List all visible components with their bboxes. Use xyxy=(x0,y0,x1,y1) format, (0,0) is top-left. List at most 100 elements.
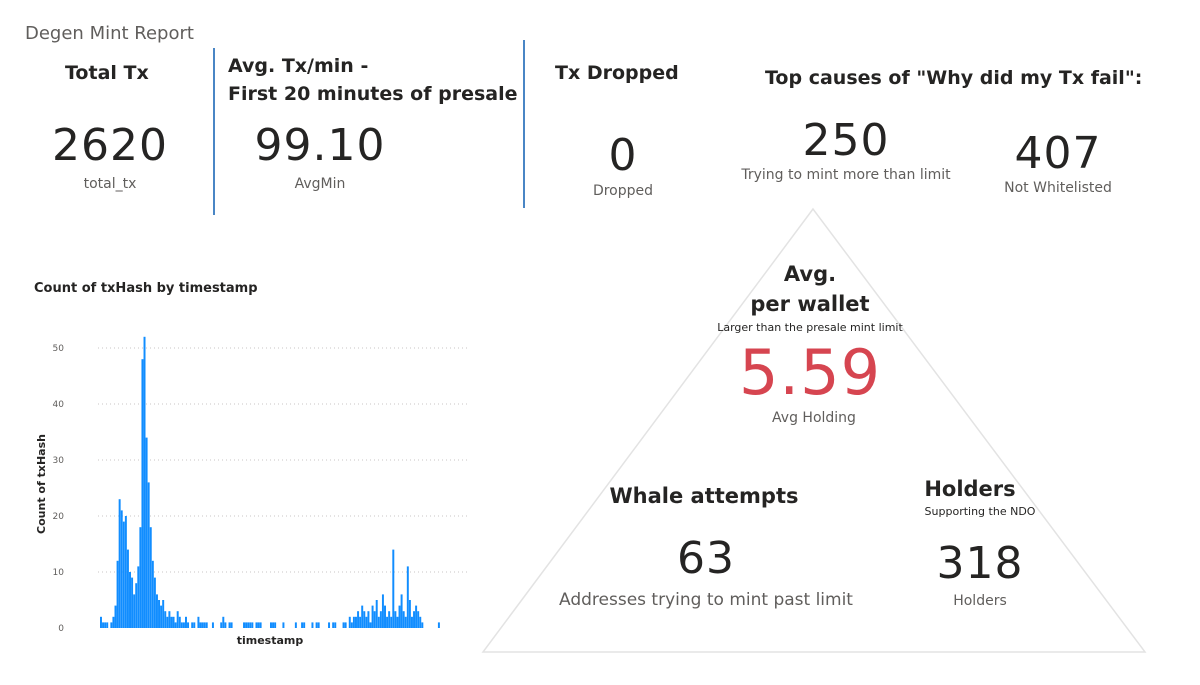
chart-bar[interactable] xyxy=(228,622,231,628)
chart-bar[interactable] xyxy=(255,622,258,628)
chart-bar[interactable] xyxy=(377,616,380,628)
chart-bar[interactable] xyxy=(365,616,368,628)
chart-bar[interactable] xyxy=(369,622,372,628)
chart-bar[interactable] xyxy=(106,622,109,628)
chart-bar[interactable] xyxy=(211,622,214,628)
chart-bar[interactable] xyxy=(384,605,386,628)
chart-bar[interactable] xyxy=(348,616,351,628)
chart-bar[interactable] xyxy=(116,560,119,628)
chart-bar[interactable] xyxy=(114,605,117,628)
chart-bar[interactable] xyxy=(149,527,152,628)
chart-bar[interactable] xyxy=(153,577,156,628)
chart-bar[interactable] xyxy=(381,594,384,628)
chart-bar[interactable] xyxy=(137,566,140,628)
chart-bar[interactable] xyxy=(398,605,401,628)
chart-bar[interactable] xyxy=(350,622,353,628)
chart-bar[interactable] xyxy=(406,566,409,628)
chart-bar[interactable] xyxy=(166,616,169,628)
chart-bar[interactable] xyxy=(249,622,252,628)
chart-bar[interactable] xyxy=(224,622,227,628)
chart-bar[interactable] xyxy=(118,499,121,628)
chart-bar[interactable] xyxy=(145,437,148,628)
chart-bar[interactable] xyxy=(160,605,163,628)
chart-bar[interactable] xyxy=(251,622,254,628)
chart-bar[interactable] xyxy=(392,549,395,628)
chart-bar[interactable] xyxy=(104,622,107,628)
chart-bar[interactable] xyxy=(176,611,179,628)
chart-bar[interactable] xyxy=(359,616,362,628)
chart-bar[interactable] xyxy=(342,622,345,628)
chart-bar[interactable] xyxy=(294,622,297,628)
chart-bar[interactable] xyxy=(379,611,382,628)
chart-bar[interactable] xyxy=(126,549,129,628)
chart-bar[interactable] xyxy=(363,611,366,628)
chart-bar[interactable] xyxy=(367,611,370,628)
chart-bar[interactable] xyxy=(199,622,202,628)
chart-bar[interactable] xyxy=(230,622,233,628)
chart-bar[interactable] xyxy=(315,622,318,628)
chart-bar[interactable] xyxy=(102,622,105,628)
chart-bar[interactable] xyxy=(388,611,391,628)
chart-bar[interactable] xyxy=(151,560,154,628)
chart-bar[interactable] xyxy=(131,577,134,628)
chart-bar[interactable] xyxy=(390,616,393,628)
chart-bar[interactable] xyxy=(410,616,413,628)
chart-bar[interactable] xyxy=(201,622,204,628)
chart-bar[interactable] xyxy=(282,622,285,628)
chart-bar[interactable] xyxy=(220,622,223,628)
chart-bar[interactable] xyxy=(170,616,173,628)
chart-bar[interactable] xyxy=(124,516,127,628)
chart-bar[interactable] xyxy=(174,622,177,628)
chart-bar[interactable] xyxy=(400,594,403,628)
chart-bar[interactable] xyxy=(375,600,378,628)
chart-bar[interactable] xyxy=(371,605,374,628)
chart-bar[interactable] xyxy=(120,510,123,628)
chart-bar[interactable] xyxy=(180,622,183,628)
chart-bar[interactable] xyxy=(245,622,248,628)
chart-bar[interactable] xyxy=(361,605,364,628)
chart-bar[interactable] xyxy=(419,616,422,628)
chart-bar[interactable] xyxy=(243,622,246,628)
chart-bar[interactable] xyxy=(185,616,187,628)
chart-bar[interactable] xyxy=(344,622,347,628)
chart-bar[interactable] xyxy=(182,622,185,628)
chart-bar[interactable] xyxy=(147,482,150,628)
chart-bar[interactable] xyxy=(257,622,260,628)
chart-bar[interactable] xyxy=(303,622,306,628)
chart-bar[interactable] xyxy=(301,622,304,628)
chart-bar[interactable] xyxy=(139,527,142,628)
chart-bar[interactable] xyxy=(394,611,397,628)
chart-bar[interactable] xyxy=(421,622,424,628)
chart-bar[interactable] xyxy=(158,600,161,628)
chart-bar[interactable] xyxy=(205,622,208,628)
chart-bar[interactable] xyxy=(355,616,357,628)
chart-bar[interactable] xyxy=(197,616,200,628)
chart-bar[interactable] xyxy=(408,600,411,628)
chart-bar[interactable] xyxy=(311,622,314,628)
chart-bar[interactable] xyxy=(352,616,355,628)
chart-bar[interactable] xyxy=(135,583,138,628)
chart-bar[interactable] xyxy=(328,622,331,628)
chart-bar[interactable] xyxy=(332,622,335,628)
chart-bar[interactable] xyxy=(133,594,136,628)
chart-bar[interactable] xyxy=(187,622,190,628)
chart-bar[interactable] xyxy=(272,622,275,628)
chart-bar[interactable] xyxy=(203,622,206,628)
chart-bar[interactable] xyxy=(168,611,171,628)
chart-bar[interactable] xyxy=(143,336,146,628)
chart-bar[interactable] xyxy=(413,611,416,628)
chart-bar[interactable] xyxy=(247,622,250,628)
chart-bar[interactable] xyxy=(172,616,175,628)
chart-bar[interactable] xyxy=(415,605,418,628)
chart-bar[interactable] xyxy=(417,611,420,628)
chart-bar[interactable] xyxy=(437,622,440,628)
chart-bar[interactable] xyxy=(386,616,389,628)
chart-bar[interactable] xyxy=(357,611,360,628)
chart-bar[interactable] xyxy=(129,572,131,628)
chart-bar[interactable] xyxy=(112,616,115,628)
chart-bar[interactable] xyxy=(162,600,165,628)
chart-bar[interactable] xyxy=(191,622,194,628)
chart-bar[interactable] xyxy=(259,622,262,628)
chart-bar[interactable] xyxy=(110,622,113,628)
chart-bar[interactable] xyxy=(396,616,399,628)
